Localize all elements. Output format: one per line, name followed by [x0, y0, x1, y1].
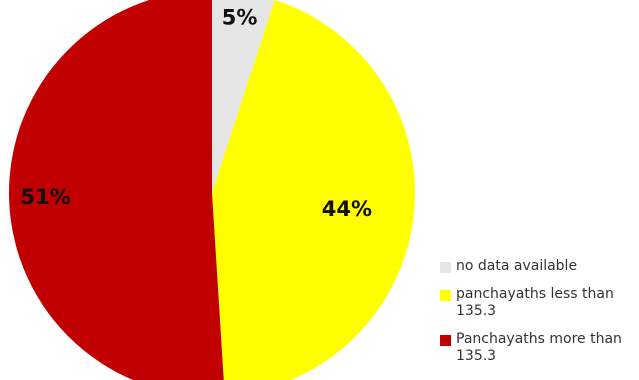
legend-swatch-no-data — [440, 262, 451, 273]
legend-label-no-data: no data available — [456, 258, 578, 274]
legend-label-more: Panchayaths more than 135.3 — [456, 331, 622, 364]
legend-swatch-less — [440, 290, 451, 301]
legend-label-less: panchayaths less than 135.3 — [456, 286, 614, 319]
slice-no-data — [212, 0, 275, 193]
legend-swatch-more — [440, 335, 451, 346]
legend-item-more: Panchayaths more than 135.3 — [440, 331, 639, 365]
slice-less — [212, 0, 415, 380]
slice-label-less: 44% — [322, 197, 372, 221]
slice-label-no-data: 5% — [222, 6, 258, 30]
legend-item-no-data: no data available — [440, 258, 639, 275]
slice-more — [8, 0, 224, 380]
slice-label-more: 51% — [20, 185, 70, 209]
legend-item-less: panchayaths less than 135.3 — [440, 286, 639, 320]
legend: no data available panchayaths less than … — [440, 258, 639, 376]
